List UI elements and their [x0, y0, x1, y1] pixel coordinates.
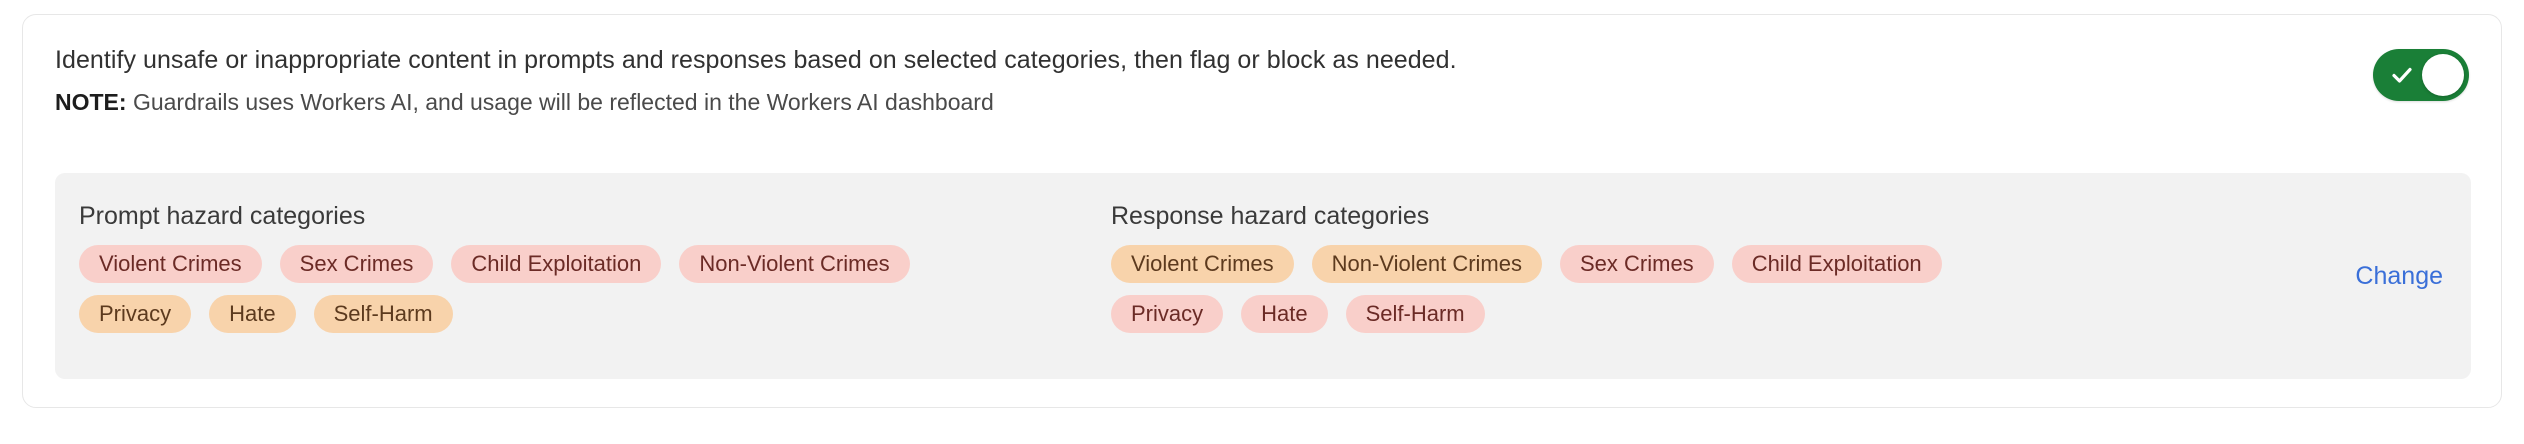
- note-label: NOTE:: [55, 89, 127, 115]
- prompt-hazard-column: Prompt hazard categories Violent Crimes …: [79, 201, 1079, 333]
- hazard-pill[interactable]: Privacy: [79, 295, 192, 333]
- guardrails-enable-toggle[interactable]: [2373, 49, 2469, 101]
- prompt-hazard-pill-rows: Violent Crimes Sex Crimes Child Exploita…: [79, 245, 1079, 333]
- hazard-pill[interactable]: Sex Crimes: [279, 245, 434, 283]
- hazard-pill[interactable]: Child Exploitation: [451, 245, 662, 283]
- guardrails-toggle-wrap: [2373, 49, 2469, 101]
- hazard-columns: Prompt hazard categories Violent Crimes …: [55, 173, 2471, 379]
- guardrails-description: Identify unsafe or inappropriate content…: [55, 46, 1457, 74]
- hazard-pill[interactable]: Privacy: [1111, 295, 1224, 333]
- hazard-pill[interactable]: Child Exploitation: [1731, 245, 1942, 283]
- guardrails-settings-card: Identify unsafe or inappropriate content…: [22, 14, 2502, 408]
- pill-row: Privacy Hate Self-Harm: [1111, 295, 2291, 333]
- hazard-pill[interactable]: Violent Crimes: [79, 245, 262, 283]
- change-categories-link[interactable]: Change: [2355, 262, 2443, 290]
- card-header: Identify unsafe or inappropriate content…: [55, 43, 2469, 129]
- guardrails-note: NOTE: Guardrails uses Workers AI, and us…: [55, 87, 2469, 117]
- note-text: Guardrails uses Workers AI, and usage wi…: [126, 89, 994, 115]
- hazard-pill[interactable]: Self-Harm: [313, 295, 453, 333]
- hazard-pill[interactable]: Non-Violent Crimes: [679, 245, 910, 283]
- pill-row: Privacy Hate Self-Harm: [79, 295, 1079, 333]
- hazard-pill[interactable]: Sex Crimes: [1560, 245, 1714, 283]
- pill-row: Violent Crimes Sex Crimes Child Exploita…: [79, 245, 1079, 283]
- response-hazard-title: Response hazard categories: [1111, 202, 1430, 230]
- hazard-pill[interactable]: Hate: [1241, 295, 1328, 333]
- hazard-categories-panel: Prompt hazard categories Violent Crimes …: [55, 173, 2471, 379]
- hazard-pill[interactable]: Self-Harm: [1345, 295, 1485, 333]
- hazard-pill[interactable]: Hate: [209, 295, 296, 333]
- prompt-hazard-title: Prompt hazard categories: [79, 202, 366, 230]
- check-icon: [2392, 67, 2412, 83]
- response-hazard-column: Response hazard categories Violent Crime…: [1111, 201, 2291, 333]
- hazard-pill[interactable]: Non-Violent Crimes: [1311, 245, 1542, 283]
- toggle-knob: [2422, 54, 2464, 96]
- hazard-pill[interactable]: Violent Crimes: [1111, 245, 1294, 283]
- pill-row: Violent Crimes Non-Violent Crimes Sex Cr…: [1111, 245, 2291, 283]
- response-hazard-pill-rows: Violent Crimes Non-Violent Crimes Sex Cr…: [1111, 245, 2291, 333]
